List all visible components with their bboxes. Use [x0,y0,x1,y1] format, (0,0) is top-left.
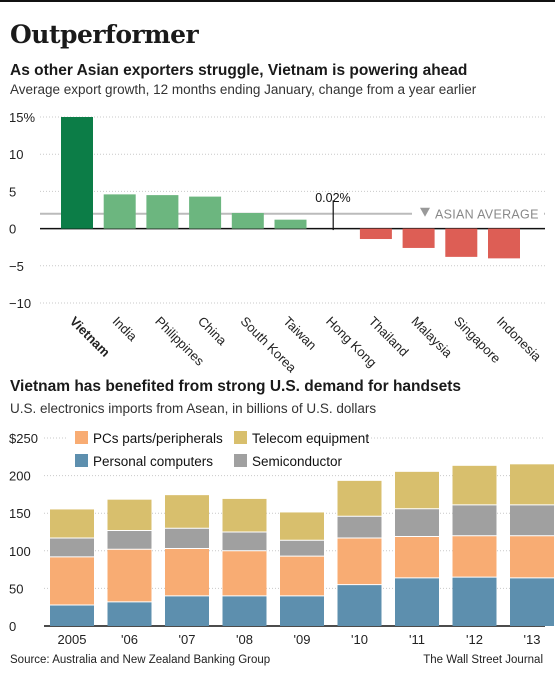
bar-segment-personal-computers [222,595,267,626]
chart1-title: As other Asian exporters struggle, Vietn… [10,62,468,79]
x-tick-label: '07 [179,632,196,647]
average-label-bg [412,203,544,224]
bar-malaysia [402,228,435,248]
y-tick-label: $250 [9,431,38,446]
bar-india [103,194,136,229]
x-tick-label: '10 [351,632,368,647]
y-tick-label: 150 [9,506,31,521]
bar-segment-pcs-parts [510,535,554,578]
x-tick-label: '06 [121,632,138,647]
chart1-subtitle: Average export growth, 12 months ending … [10,82,477,97]
bar-segment-personal-computers [452,577,497,626]
bar-segment-semiconductor [280,540,324,557]
average-label: ASIAN AVERAGE [435,208,539,222]
bar-segment-pcs-parts [395,536,439,578]
legend-swatch [234,454,247,467]
bar-segment-telecom [222,498,267,532]
bar-segment-semiconductor [337,516,382,539]
bar-segment-telecom [50,509,94,539]
y-tick-label: −10 [9,296,31,311]
bar-segment-pcs-parts [222,550,267,596]
legend-background [68,426,368,474]
y-tick-label: 5 [9,184,16,199]
bar-segment-telecom [337,480,382,517]
bar-segment-semiconductor [50,538,94,557]
legend-label: Semiconductor [252,454,343,469]
bar-segment-personal-computers [395,577,439,626]
top-rule [0,0,555,2]
bar-segment-personal-computers [510,577,554,626]
x-tick-label: 2005 [58,632,87,647]
bar-segment-telecom [107,499,152,531]
bar-segment-pcs-parts [50,556,94,605]
bar-segment-semiconductor [452,504,497,536]
bar-china [189,196,222,229]
x-tick-label: Taiwan [280,314,319,353]
page-title: Outperformer [10,20,199,49]
bar-singapore [445,228,478,257]
y-tick-label: 50 [9,581,23,596]
bar-segment-pcs-parts [452,535,497,578]
chart2-stacked-bar-chart: $250 200 150 100 50 0 PCs parts/peripherals Tel… [9,426,554,647]
credit: The Wall Street Journal [423,654,543,666]
bar-segment-telecom [510,464,554,505]
bar-segment-telecom [165,495,209,529]
bar-south-korea [231,212,264,229]
x-tick-label: Malaysia [408,314,455,361]
x-tick-label: China [195,314,230,349]
legend-swatch [75,431,88,444]
bar-segment-pcs-parts [165,548,209,596]
bar-segment-semiconductor [222,532,267,551]
bar-segment-telecom [280,512,324,541]
legend-swatch [75,454,88,467]
bar-segment-pcs-parts [280,556,324,596]
bar-segment-pcs-parts [337,538,382,585]
bar-segment-personal-computers [280,595,324,626]
x-tick-label: '12 [466,632,483,647]
bar-segment-semiconductor [395,508,439,537]
x-tick-label: '13 [524,632,541,647]
x-tick-label: '08 [236,632,253,647]
legend-swatch [234,431,247,444]
chart2-subtitle: U.S. electronics imports from Asean, in … [10,401,377,416]
y-tick-label: 15% [9,110,35,125]
x-tick-label: '11 [409,632,425,647]
bar-segment-personal-computers [107,601,152,626]
y-tick-label: 10 [9,147,23,162]
x-tick-label: India [110,314,141,345]
annotation-label: 0.02% [315,191,350,205]
x-tick-label: '09 [294,632,311,647]
bar-indonesia [488,228,520,259]
bar-thailand [359,228,392,240]
bar-segment-telecom [395,471,439,509]
bar-segment-personal-computers [337,584,382,626]
bar-philippines [146,195,179,229]
legend-label: Personal computers [93,454,213,469]
y-tick-label: 0 [9,619,16,634]
legend-label: Telecom equipment [252,431,369,446]
source-note: Source: Australia and New Zealand Bankin… [10,654,271,666]
y-tick-label: −5 [9,259,24,274]
y-tick-label: 100 [9,544,31,559]
chart2-title: Vietnam has benefited from strong U.S. d… [10,378,462,395]
bar-segment-personal-computers [165,595,209,626]
bar-taiwan [274,219,307,229]
bar-segment-telecom [452,465,497,505]
bar-segment-semiconductor [165,528,209,549]
y-tick-label: 0 [9,222,16,237]
bar-segment-semiconductor [510,504,554,536]
legend-label: PCs parts/peripherals [93,431,223,446]
bar-segment-semiconductor [107,530,152,550]
bar-vietnam [61,117,93,229]
x-tick-label: Vietnam [67,314,113,360]
bar-segment-personal-computers [50,604,94,626]
down-triangle-icon [420,207,430,217]
y-tick-label: 200 [9,469,31,484]
bar-segment-pcs-parts [107,549,152,602]
